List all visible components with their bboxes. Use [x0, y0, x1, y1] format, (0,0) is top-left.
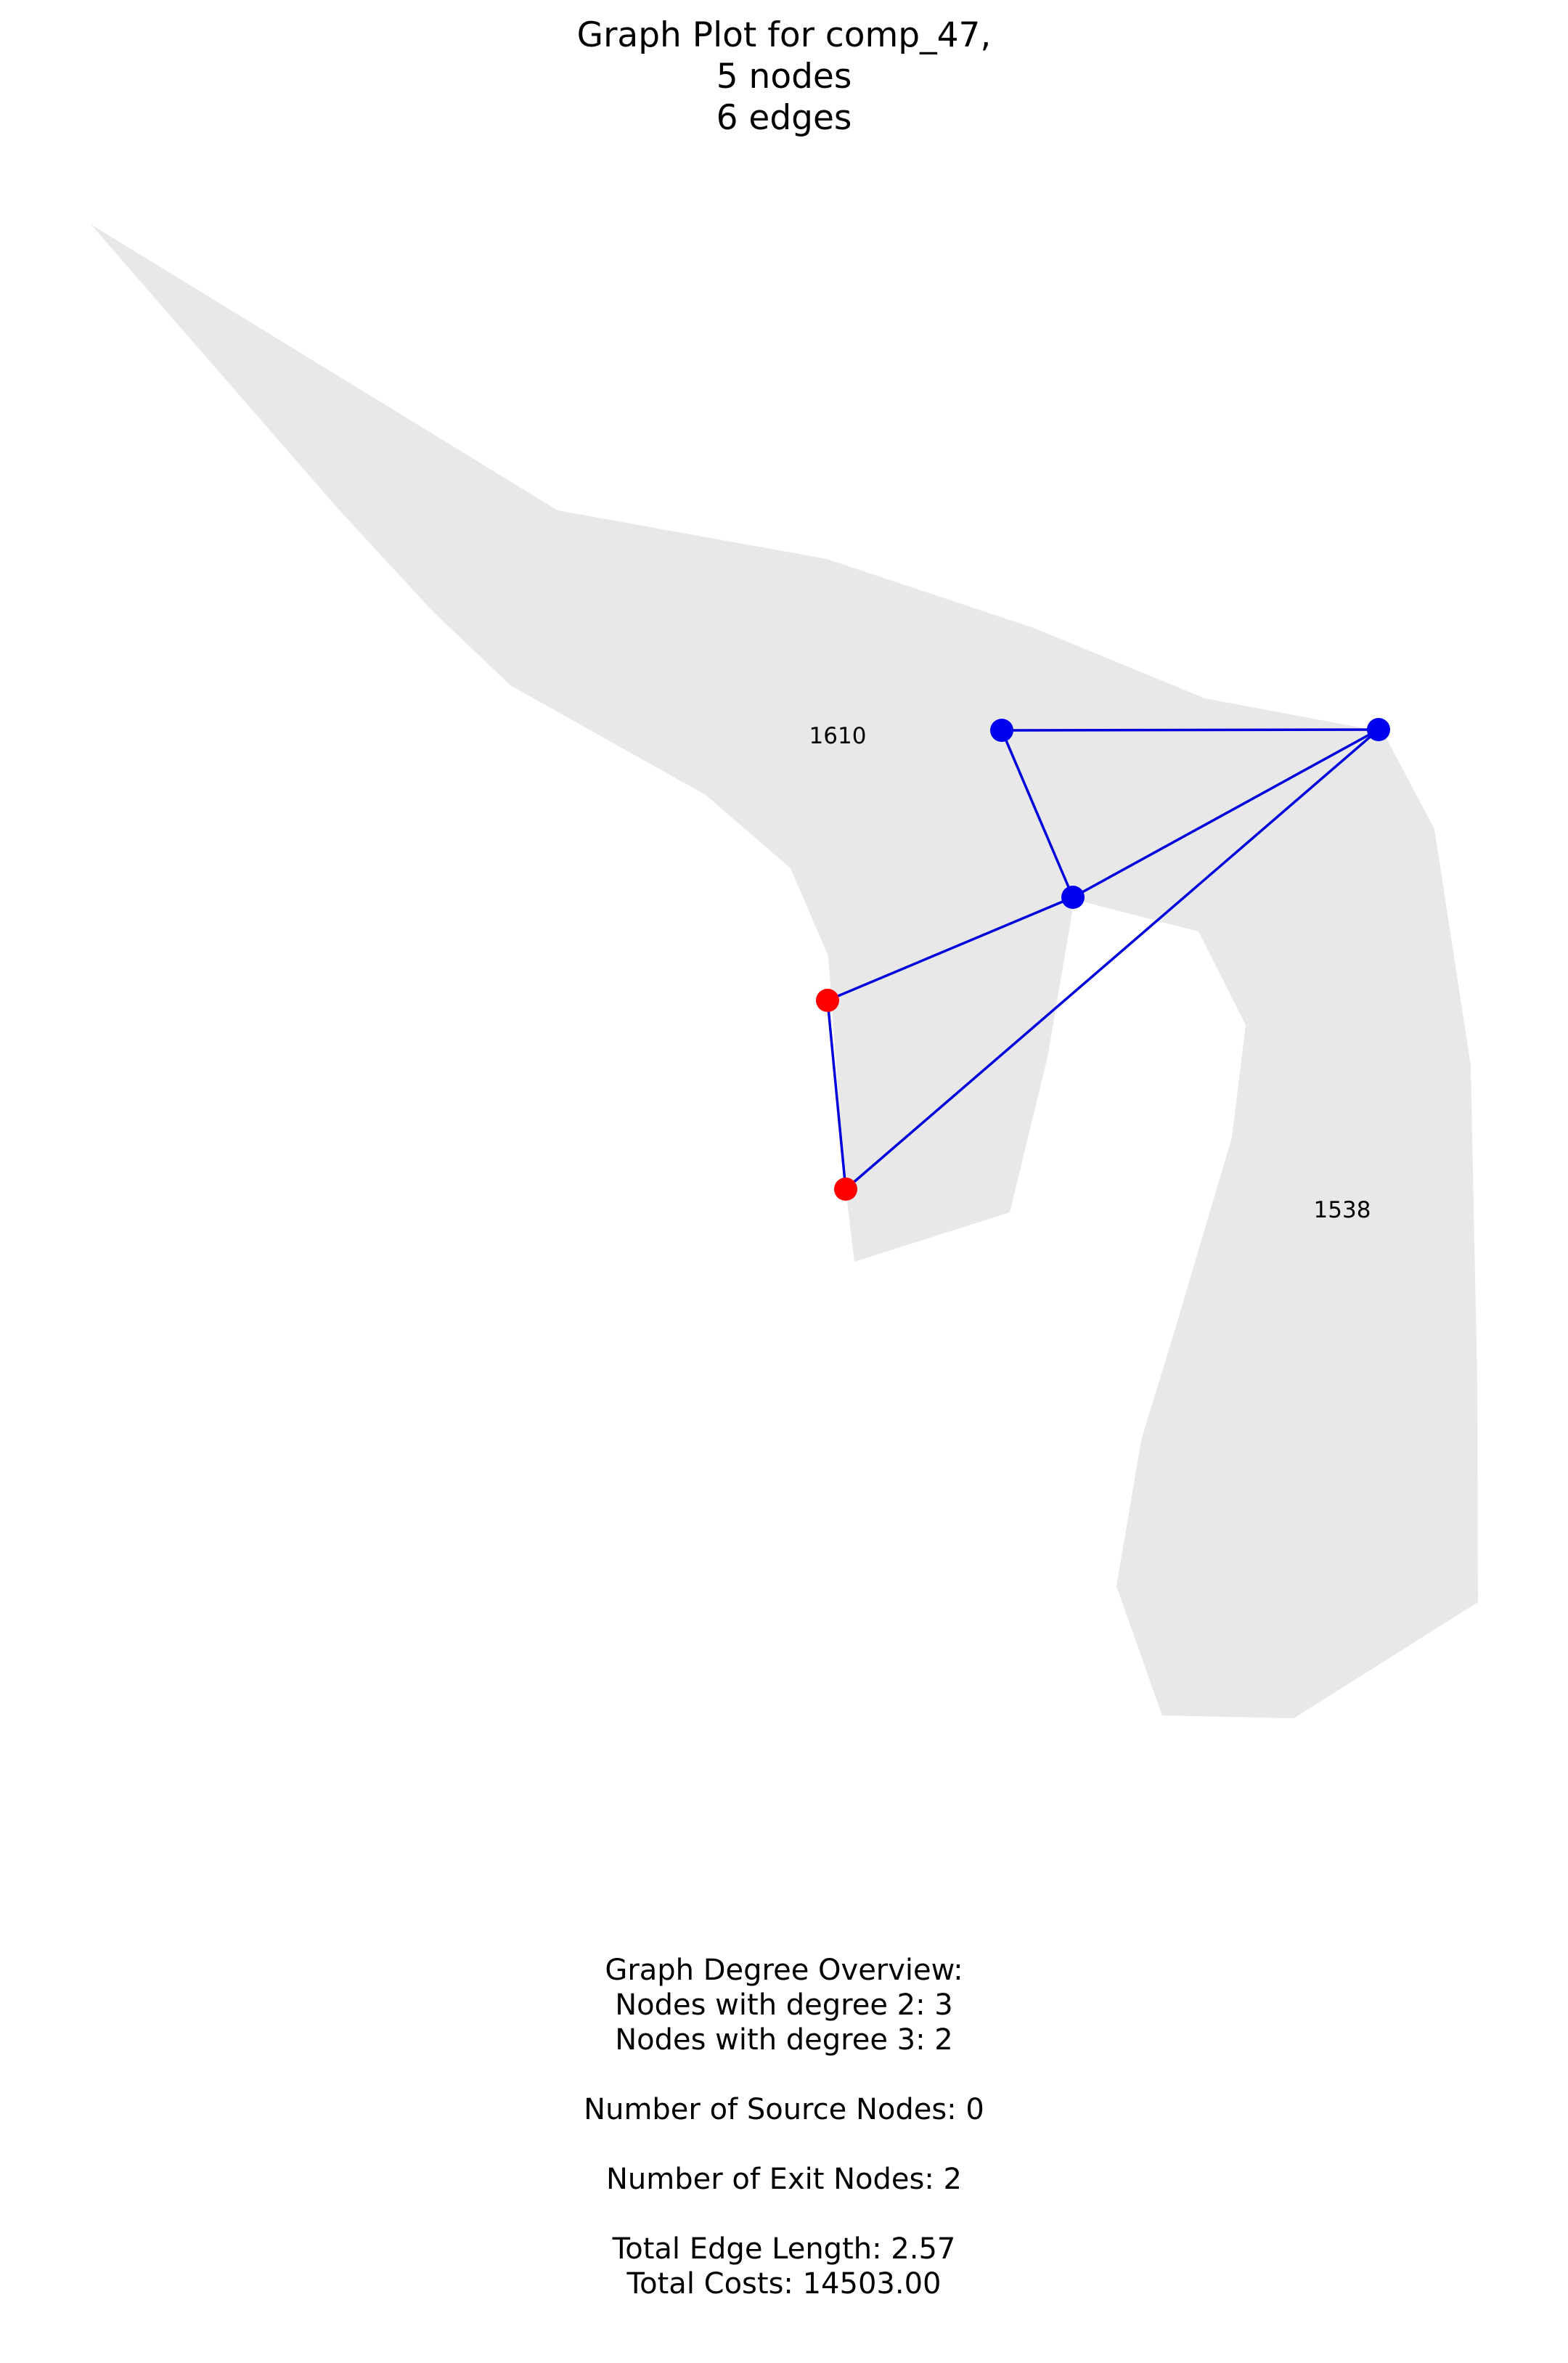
graph-degree-overview: Graph Degree Overview: Nodes with degree…	[0, 1953, 1568, 2301]
region-label-1610: 1610	[809, 723, 867, 749]
exit-node-n5	[834, 1178, 857, 1201]
edge-n1-n4	[827, 896, 1074, 1002]
edge-n2-n5	[844, 728, 1380, 1191]
edge-n4-n5	[826, 1000, 847, 1190]
plot-title: Graph Plot for comp_47, 5 nodes 6 edges	[0, 15, 1568, 139]
stats-degree-3: Nodes with degree 3: 2	[615, 2023, 953, 2057]
edge-n1-n2	[1072, 728, 1379, 899]
node-n3	[990, 719, 1013, 742]
node-n1	[1061, 886, 1085, 909]
stats-spacer-1	[0, 2057, 1568, 2092]
stats-edge-length: Total Edge Length: 2.57	[612, 2232, 956, 2266]
edges-layer	[826, 728, 1380, 1191]
region-1610-shape	[91, 224, 1478, 1718]
nodes-layer	[816, 718, 1390, 1201]
stats-degree-2: Nodes with degree 2: 3	[615, 1988, 953, 2022]
stats-header: Graph Degree Overview:	[605, 1954, 963, 1987]
stats-spacer-3	[0, 2197, 1568, 2232]
title-line-3: 6 edges	[716, 98, 852, 138]
title-line-2: 5 nodes	[716, 57, 852, 97]
stats-total-costs: Total Costs: 14503.00	[626, 2267, 942, 2301]
edge-n3-n1	[1000, 730, 1074, 898]
node-n2	[1367, 718, 1390, 741]
regions-layer: 1610 1538	[91, 224, 1478, 1718]
stats-exit-nodes: Number of Exit Nodes: 2	[606, 2163, 962, 2196]
region-label-1538: 1538	[1314, 1197, 1371, 1223]
stats-source-nodes: Number of Source Nodes: 0	[584, 2093, 984, 2126]
stats-spacer-2	[0, 2127, 1568, 2162]
exit-node-n4	[816, 989, 839, 1012]
title-line-1: Graph Plot for comp_47,	[576, 15, 992, 55]
